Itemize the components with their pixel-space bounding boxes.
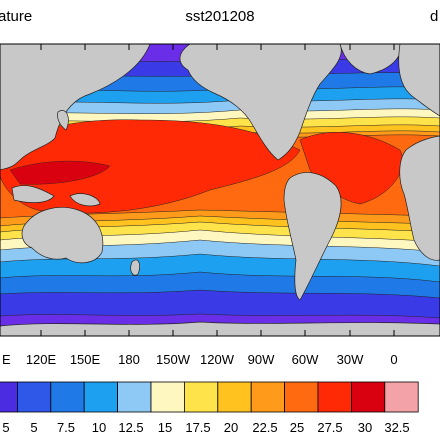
land-new-guinea bbox=[69, 193, 101, 207]
colorbar-box bbox=[0, 381, 18, 413]
colorbar-box bbox=[250, 381, 285, 413]
colorbar-box bbox=[83, 381, 118, 413]
map-title-center: sst201208 bbox=[185, 8, 255, 25]
land-north-america bbox=[179, 44, 342, 161]
colorbar-label: 12.5 bbox=[118, 420, 143, 435]
lon-label: 30W bbox=[337, 352, 364, 367]
colorbar-label: 25 bbox=[290, 420, 304, 435]
colorbar-box bbox=[384, 381, 419, 413]
colorbar-label: 32.5 bbox=[384, 420, 409, 435]
colorbar-label: 27.5 bbox=[317, 420, 342, 435]
lon-label: 0 bbox=[390, 352, 397, 367]
map-title-left: ature bbox=[0, 8, 33, 25]
colorbar-box bbox=[16, 381, 52, 413]
land-new-zealand bbox=[130, 259, 140, 276]
lon-label: 180 bbox=[118, 352, 140, 367]
sst-warm-core bbox=[9, 160, 111, 185]
colorbar-label: 5 bbox=[2, 420, 9, 435]
colorbar-box bbox=[350, 381, 386, 413]
lon-label: 150W bbox=[156, 352, 191, 367]
colorbar-label: 17.5 bbox=[185, 420, 210, 435]
colorbar-label: 20 bbox=[224, 420, 238, 435]
land-antarctica bbox=[0, 321, 440, 336]
colorbar-label: 30 bbox=[358, 420, 372, 435]
lon-label: 120E bbox=[26, 352, 57, 367]
land-maritime-se-asia bbox=[11, 185, 55, 203]
land-japan bbox=[57, 110, 69, 131]
lon-label: 60W bbox=[292, 352, 319, 367]
map-frame: E 120E 150E 180 150W 120W 90W 60W 30W 0 bbox=[0, 43, 440, 367]
lon-label: 120W bbox=[200, 352, 235, 367]
map-title-right: d bbox=[430, 8, 439, 25]
land-europe bbox=[398, 44, 440, 117]
colorbar-box bbox=[50, 381, 85, 413]
colorbar-box bbox=[117, 381, 152, 413]
colorbar-label: 15 bbox=[158, 420, 172, 435]
colorbar-box bbox=[183, 381, 219, 413]
land-asia bbox=[0, 44, 151, 171]
colorbar: 5 5 7.5 10 12.5 15 17.5 20 22.5 25 27.5 30 32.5 bbox=[0, 381, 419, 435]
colorbar-label: 7.5 bbox=[57, 420, 75, 435]
land-south-america bbox=[283, 172, 342, 301]
land-masses bbox=[0, 44, 440, 336]
colorbar-box bbox=[217, 381, 252, 413]
land-australia bbox=[21, 207, 104, 264]
colorbar-box bbox=[317, 381, 352, 413]
colorbar-label: 5 bbox=[30, 420, 37, 435]
colorbar-label: 10 bbox=[92, 420, 106, 435]
lon-label: 150E bbox=[70, 352, 101, 367]
colorbar-label: 22.5 bbox=[252, 420, 277, 435]
colorbar-box bbox=[150, 381, 185, 413]
land-africa bbox=[399, 135, 440, 261]
lon-label: E bbox=[2, 352, 11, 367]
colorbar-box bbox=[284, 381, 319, 413]
lon-label: 90W bbox=[248, 352, 275, 367]
